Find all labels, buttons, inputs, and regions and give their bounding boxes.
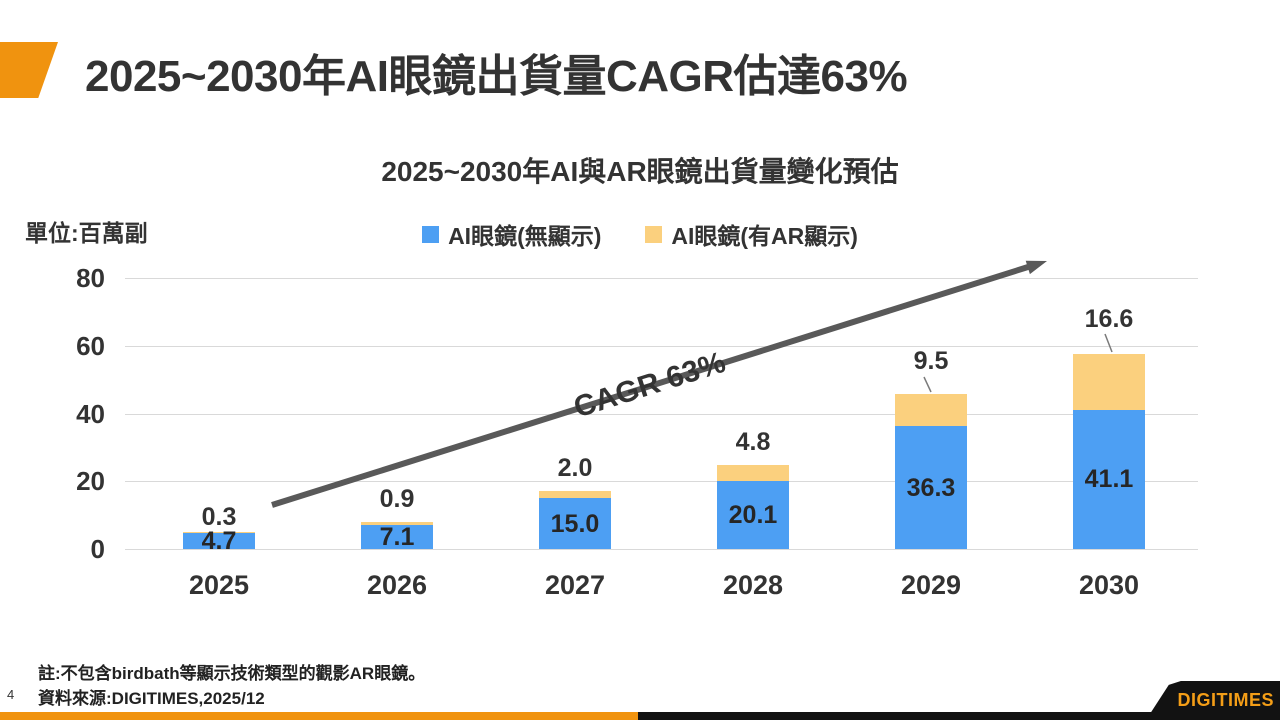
bar-2028-blue-label: 20.1 [728, 500, 778, 529]
x-tick-2026: 2026 [366, 570, 428, 600]
legend-swatch-yellow-icon [645, 225, 663, 243]
bar-2030-yellow-label: 16.6 [1084, 304, 1134, 333]
digitimes-logo: DIGITIMES [1177, 690, 1274, 710]
y-tick-20: 20 [76, 466, 105, 497]
gridline-40 [125, 413, 1198, 415]
bar-2026-yellow-segment [361, 521, 433, 525]
page-number: 4 [7, 687, 15, 702]
bar-2025-blue-label: 4.7 [201, 527, 237, 556]
legend-item-ar-glasses: AI眼鏡(有AR顯示) [645, 217, 858, 251]
gridline-80 [125, 278, 1198, 279]
legend-label-blue: AI眼鏡(無顯示) [448, 223, 602, 249]
chart-legend: AI眼鏡(無顯示) AI眼鏡(有AR顯示) [0, 217, 1280, 251]
legend-swatch-blue-icon [422, 225, 440, 243]
unit-label: 單位:百萬副 [25, 220, 148, 246]
bar-2030-yellow-segment [1073, 353, 1145, 410]
bar-2028-yellow-label: 4.8 [735, 427, 771, 456]
bar-2025-yellow-segment [183, 532, 255, 534]
bar-2026-blue-segment [361, 524, 433, 549]
bar-2027-blue-label: 15.0 [550, 509, 600, 538]
bar-2027-yellow-label: 2.0 [557, 454, 593, 483]
bar-2029-blue-label: 36.3 [906, 473, 956, 502]
y-tick-80: 80 [76, 263, 105, 293]
gridline-60 [125, 345, 1198, 347]
bottom-bar-orange [0, 712, 638, 720]
bar-2027-yellow-segment [539, 491, 611, 499]
digitimes-logo-tab: DIGITIMES [1146, 681, 1280, 720]
legend-item-ai-glasses: AI眼鏡(無顯示) [422, 217, 601, 251]
chart-title: 2025~2030年AI與AR眼鏡出貨量變化預估 [381, 156, 899, 187]
bar-2029-yellow-segment [895, 393, 967, 427]
x-tick-2030: 2030 [1078, 570, 1140, 600]
legend-label-yellow: AI眼鏡(有AR顯示) [671, 223, 858, 249]
y-tick-60: 60 [76, 330, 105, 361]
bar-2030-blue-segment [1073, 409, 1145, 549]
bar-2025-blue-segment [183, 533, 255, 549]
x-tick-2028: 2028 [722, 570, 784, 600]
x-tick-2027: 2027 [544, 570, 606, 600]
page-title: 2025~2030年AI眼鏡出貨量CAGR估達63% [85, 52, 908, 101]
y-tick-0: 0 [90, 534, 105, 564]
x-tick-2029: 2029 [900, 570, 962, 600]
bar-2029-yellow-label: 9.5 [913, 346, 949, 375]
x-tick-2025: 2025 [188, 570, 250, 600]
bar-2028-yellow-segment [717, 464, 789, 481]
gridline-20 [125, 481, 1198, 483]
bar-2026-yellow-label: 0.9 [379, 484, 415, 513]
y-tick-40: 40 [76, 398, 105, 429]
source-line: 資料來源:DIGITIMES,2025/12 [38, 689, 265, 708]
bottom-bar-black [638, 712, 1280, 720]
gridline-0 [125, 549, 1198, 550]
bar-2026-blue-label: 7.1 [379, 522, 415, 551]
bar-2030-blue-label: 41.1 [1084, 465, 1134, 494]
bar-2025-yellow-label: 0.3 [201, 503, 237, 532]
footnote: 註:不包含birdbath等顯示技術類型的觀影AR眼鏡。 [38, 664, 426, 683]
